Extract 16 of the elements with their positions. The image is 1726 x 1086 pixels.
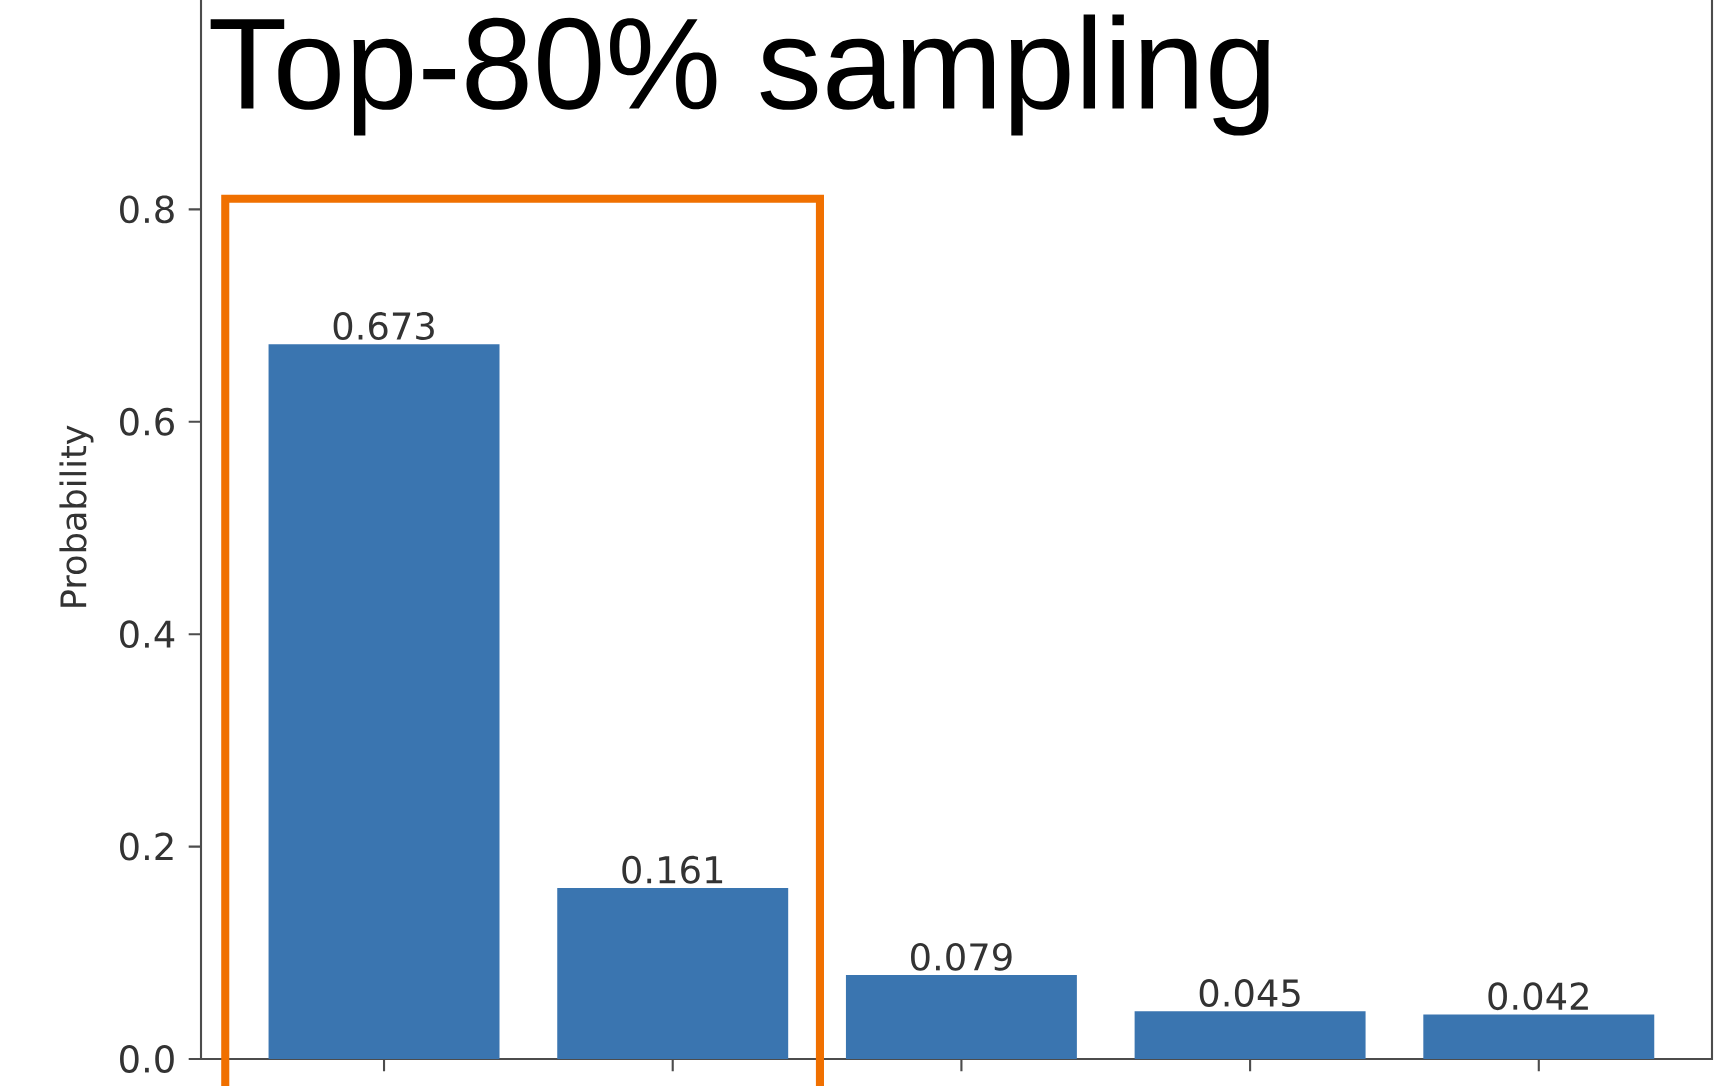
y-tick-label: 0.4	[120, 620, 175, 649]
data-label: 0.673	[333, 312, 434, 341]
data-label: 0.161	[622, 855, 723, 884]
data-label: 0.042	[1488, 982, 1588, 1011]
bar	[845, 975, 1077, 1059]
y-axis-title: Probability	[59, 425, 94, 607]
bar	[1423, 1014, 1655, 1059]
y-tick-label: 0.6	[120, 407, 174, 436]
y-tick-label: 0.0	[120, 1045, 174, 1073]
chart-title: Top-80% sampling	[210, 14, 1269, 136]
data-label: 0.045	[1199, 979, 1300, 1007]
data-label: 0.079	[911, 942, 1012, 971]
bar	[1134, 1011, 1366, 1059]
y-tick-label: 0.8	[120, 195, 174, 224]
y-tick-label: 0.2	[120, 832, 173, 861]
bar	[557, 888, 789, 1059]
